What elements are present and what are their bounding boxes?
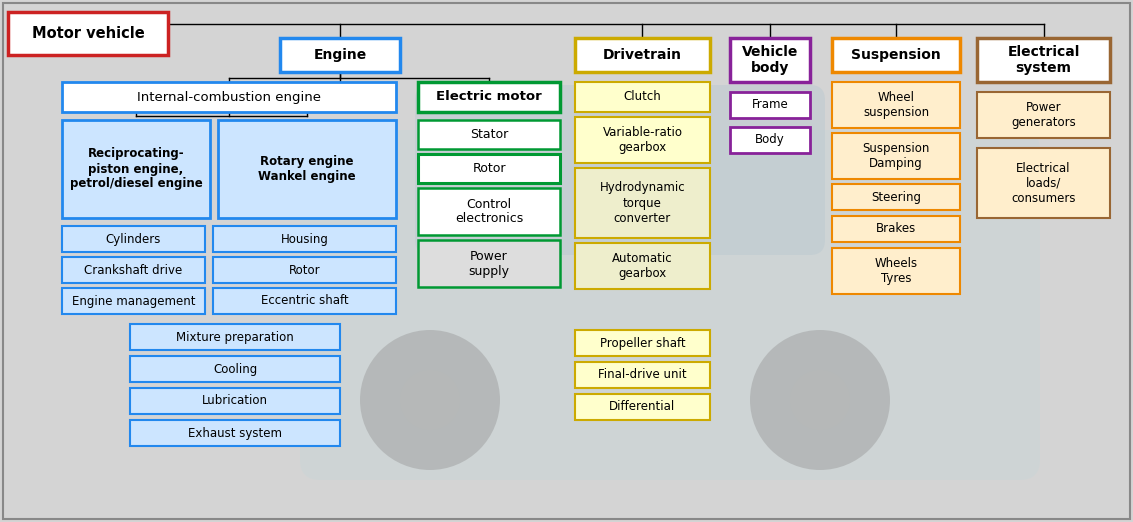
FancyBboxPatch shape <box>418 82 560 112</box>
Text: Hydrodynamic
torque
converter: Hydrodynamic torque converter <box>599 182 685 224</box>
FancyBboxPatch shape <box>576 394 710 420</box>
FancyBboxPatch shape <box>218 120 397 218</box>
FancyBboxPatch shape <box>418 154 560 183</box>
FancyBboxPatch shape <box>418 188 560 235</box>
Text: Suspension: Suspension <box>851 48 940 62</box>
FancyBboxPatch shape <box>418 120 560 149</box>
FancyBboxPatch shape <box>832 133 960 179</box>
FancyBboxPatch shape <box>832 216 960 242</box>
Text: Propeller shaft: Propeller shaft <box>599 337 685 350</box>
FancyBboxPatch shape <box>576 168 710 238</box>
FancyBboxPatch shape <box>300 130 1040 480</box>
Text: Lubrication: Lubrication <box>202 395 269 408</box>
FancyBboxPatch shape <box>213 288 397 314</box>
Text: Cooling: Cooling <box>213 362 257 375</box>
FancyBboxPatch shape <box>832 82 960 128</box>
Circle shape <box>790 370 850 430</box>
Text: Motor vehicle: Motor vehicle <box>32 26 144 41</box>
Text: Automatic
gearbox: Automatic gearbox <box>612 252 673 280</box>
Text: Rotor: Rotor <box>472 162 505 175</box>
FancyBboxPatch shape <box>130 388 340 414</box>
Text: Housing: Housing <box>281 232 329 245</box>
Circle shape <box>750 330 891 470</box>
Text: Final-drive unit: Final-drive unit <box>598 369 687 382</box>
Text: Wheels
Tyres: Wheels Tyres <box>875 257 918 285</box>
FancyBboxPatch shape <box>213 226 397 252</box>
Text: Variable-ratio
gearbox: Variable-ratio gearbox <box>603 126 682 154</box>
Text: Engine: Engine <box>314 48 367 62</box>
Text: Electrical
system: Electrical system <box>1007 45 1080 75</box>
Text: Clutch: Clutch <box>623 90 662 103</box>
Text: Electric motor: Electric motor <box>436 90 542 103</box>
Text: Internal-combustion engine: Internal-combustion engine <box>137 90 321 103</box>
FancyBboxPatch shape <box>576 243 710 289</box>
Circle shape <box>400 370 460 430</box>
FancyBboxPatch shape <box>576 330 710 356</box>
FancyBboxPatch shape <box>62 82 397 112</box>
Circle shape <box>360 330 500 470</box>
FancyBboxPatch shape <box>130 420 340 446</box>
FancyBboxPatch shape <box>832 38 960 72</box>
Text: Rotor: Rotor <box>289 264 321 277</box>
Text: Exhaust system: Exhaust system <box>188 426 282 440</box>
Text: Engine management: Engine management <box>71 294 195 307</box>
FancyBboxPatch shape <box>130 356 340 382</box>
Text: Drivetrain: Drivetrain <box>603 48 682 62</box>
Text: Cylinders: Cylinders <box>105 232 161 245</box>
Text: Power
generators: Power generators <box>1011 101 1076 129</box>
FancyBboxPatch shape <box>62 257 205 283</box>
Text: Rotary engine
Wankel engine: Rotary engine Wankel engine <box>258 155 356 183</box>
FancyBboxPatch shape <box>62 226 205 252</box>
FancyBboxPatch shape <box>576 362 710 388</box>
FancyBboxPatch shape <box>415 85 825 255</box>
Text: Frame: Frame <box>751 99 789 112</box>
Text: Electrical
loads/
consumers: Electrical loads/ consumers <box>1012 161 1075 205</box>
FancyBboxPatch shape <box>418 240 560 287</box>
Text: Eccentric shaft: Eccentric shaft <box>261 294 348 307</box>
FancyBboxPatch shape <box>977 38 1110 82</box>
Text: Power
supply: Power supply <box>469 250 510 278</box>
Text: Suspension
Damping: Suspension Damping <box>862 142 930 170</box>
FancyBboxPatch shape <box>576 117 710 163</box>
Text: Body: Body <box>755 134 785 147</box>
FancyBboxPatch shape <box>130 324 340 350</box>
FancyBboxPatch shape <box>730 38 810 82</box>
FancyBboxPatch shape <box>832 184 960 210</box>
Text: Differential: Differential <box>610 400 675 413</box>
FancyBboxPatch shape <box>832 248 960 294</box>
Text: Reciprocating-
piston engine,
petrol/diesel engine: Reciprocating- piston engine, petrol/die… <box>69 148 203 191</box>
Text: Mixture preparation: Mixture preparation <box>176 330 293 343</box>
FancyBboxPatch shape <box>280 38 400 72</box>
Text: Control
electronics: Control electronics <box>454 197 523 226</box>
Text: Stator: Stator <box>470 128 508 141</box>
FancyBboxPatch shape <box>730 127 810 153</box>
Text: Crankshaft drive: Crankshaft drive <box>84 264 182 277</box>
FancyBboxPatch shape <box>730 92 810 118</box>
FancyBboxPatch shape <box>62 120 210 218</box>
FancyBboxPatch shape <box>213 257 397 283</box>
Text: Steering: Steering <box>871 191 921 204</box>
FancyBboxPatch shape <box>576 82 710 112</box>
Text: Wheel
suspension: Wheel suspension <box>863 91 929 119</box>
FancyBboxPatch shape <box>8 12 168 55</box>
Text: Vehicle
body: Vehicle body <box>742 45 798 75</box>
FancyBboxPatch shape <box>62 288 205 314</box>
FancyBboxPatch shape <box>977 148 1110 218</box>
FancyBboxPatch shape <box>977 92 1110 138</box>
FancyBboxPatch shape <box>576 38 710 72</box>
Text: Brakes: Brakes <box>876 222 917 235</box>
